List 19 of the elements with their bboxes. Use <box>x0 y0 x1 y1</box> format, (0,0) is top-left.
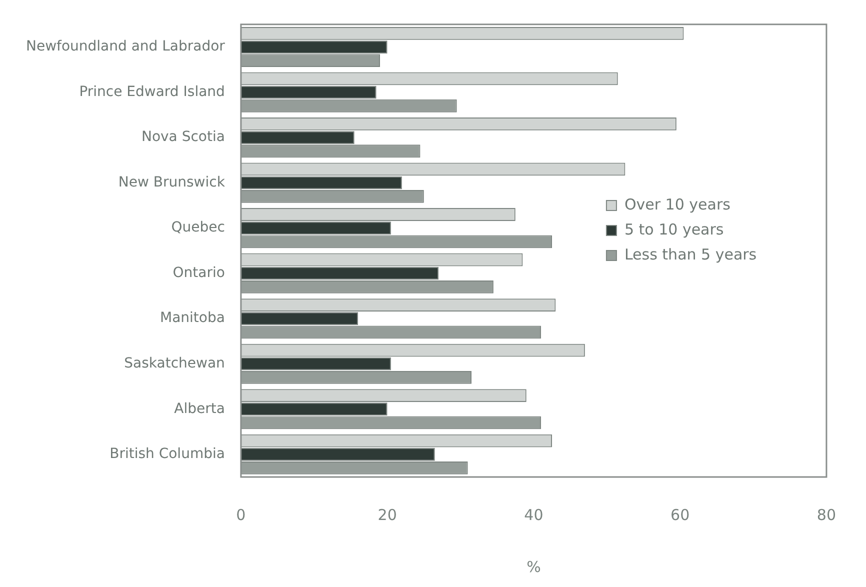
y-tick-label: Prince Edward Island <box>79 84 225 100</box>
x-tick-label: 60 <box>670 506 690 524</box>
x-tick-label: 80 <box>816 506 836 524</box>
y-tick-label: British Columbia <box>110 446 225 462</box>
y-tick-label: Ontario <box>172 264 225 281</box>
legend-label: 5 to 10 years <box>624 220 724 238</box>
x-tick-label: 40 <box>524 506 544 524</box>
legend-label: Less than 5 years <box>624 245 757 264</box>
y-tick-label: Quebec <box>171 220 225 236</box>
y-tick-label: New Brunswick <box>118 174 226 190</box>
x-tick-label: 20 <box>378 506 397 524</box>
x-tick-label: 0 <box>236 506 246 524</box>
y-tick-label: Newfoundland and Labrador <box>26 38 226 55</box>
x-axis-title: % <box>526 558 541 576</box>
y-tick-label: Manitoba <box>160 310 225 326</box>
y-tick-label: Alberta <box>174 400 225 417</box>
legend-label: Over 10 years <box>624 195 731 214</box>
y-tick-label: Nova Scotia <box>141 129 225 146</box>
y-tick-label: Saskatchewan <box>124 355 225 372</box>
